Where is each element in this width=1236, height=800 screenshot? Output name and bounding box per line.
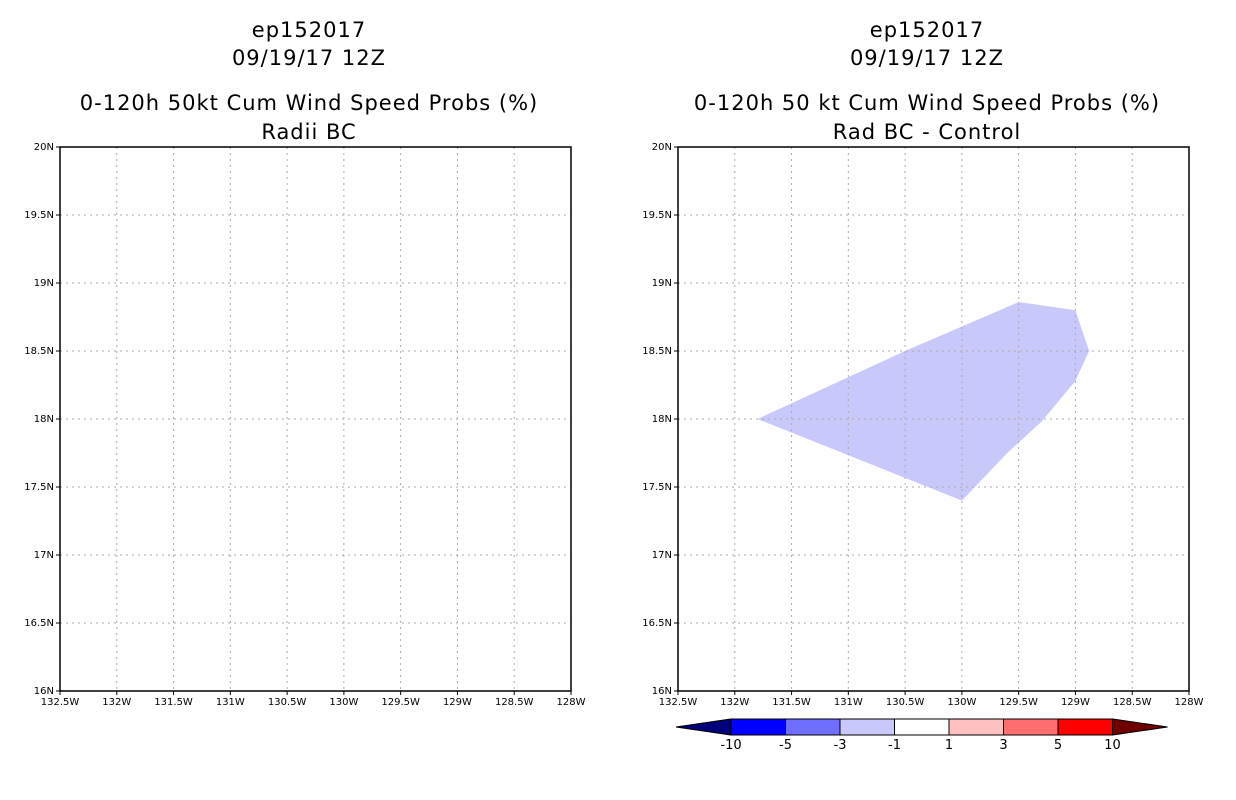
colorbar-label: -10 [720, 738, 741, 753]
left-x-tick-label: 130.5W [268, 697, 307, 708]
right-y-tick-label: 18.5N [642, 346, 672, 357]
right-subtitle: Rad BC - Control [832, 120, 1022, 144]
left-x-tick-label: 128W [557, 697, 586, 708]
colorbar-label: -1 [888, 738, 901, 753]
colorbar-label: 5 [1054, 738, 1062, 753]
right-title: 0-120h 50 kt Cum Wind Speed Probs (%) [693, 91, 1161, 115]
colorbar: -10 -5 -3 -1 1 3 5 10 [675, 718, 1168, 753]
colorbar-box [730, 718, 786, 736]
left-storm-id: ep152017 [251, 18, 367, 42]
colorbar-box [894, 718, 950, 736]
right-x-tick-label: 131.5W [772, 697, 811, 708]
right-x-tick-label: 131W [834, 697, 863, 708]
right-datetime: 09/19/17 12Z [849, 46, 1005, 70]
left-map-plot: 132.5W 132W 131.5W 131W 130.5W 130W 129.5W 129W… [24, 142, 586, 708]
left-y-tick-label: 16.5N [24, 618, 54, 629]
right-y-tick-label: 19.5N [642, 210, 672, 221]
right-x-tick-label: 132.5W [659, 697, 698, 708]
colorbar-label: 3 [999, 738, 1007, 753]
right-x-tick-label: 132W [720, 697, 749, 708]
right-storm-id: ep152017 [869, 18, 985, 42]
right-y-tick-label: 19N [652, 278, 672, 289]
right-x-tick-label: 128.5W [1113, 697, 1152, 708]
colorbar-box [948, 718, 1004, 736]
right-x-tick-label: 128W [1175, 697, 1204, 708]
probability-difference-region [757, 302, 1090, 501]
left-datetime: 09/19/17 12Z [231, 46, 387, 70]
colorbar-label: 1 [945, 738, 953, 753]
right-y-tick-label: 16.5N [642, 618, 672, 629]
right-x-tick-label: 130.5W [886, 697, 925, 708]
left-y-tick-label: 18.5N [24, 346, 54, 357]
left-subtitle: Radii BC [261, 120, 357, 144]
left-y-tick-label: 20N [34, 142, 54, 153]
left-x-tick-label: 129W [443, 697, 472, 708]
left-x-tick-label: 130W [329, 697, 358, 708]
left-x-tick-label: 131.5W [154, 697, 193, 708]
right-y-tick-label: 17N [652, 550, 672, 561]
right-map-panel: ep152017 09/19/17 12Z 0-120h 50 kt Cum W… [618, 0, 1236, 800]
colorbar-arrow-low [675, 718, 732, 736]
left-y-tick-label: 19.5N [24, 210, 54, 221]
colorbar-box [785, 718, 841, 736]
right-x-tick-label: 130W [947, 697, 976, 708]
left-x-tick-label: 128.5W [495, 697, 534, 708]
left-y-tick-label: 17.5N [24, 482, 54, 493]
colorbar-box [839, 718, 895, 736]
right-x-tick-label: 129.5W [999, 697, 1038, 708]
left-y-tick-label: 17N [34, 550, 54, 561]
left-y-tick-label: 19N [34, 278, 54, 289]
right-y-tick-label: 20N [652, 142, 672, 153]
left-title: 0-120h 50kt Cum Wind Speed Probs (%) [79, 91, 539, 115]
right-x-tick-label: 129W [1061, 697, 1090, 708]
colorbar-label: -3 [834, 738, 847, 753]
left-map-frame [59, 146, 572, 692]
right-y-tick-label: 18N [652, 414, 672, 425]
left-y-tick-label: 16N [34, 686, 54, 697]
right-map-plot: 132.5W 132W 131.5W 131W 130.5W 130W 129.5W 129W… [642, 142, 1204, 753]
colorbar-label: 10 [1104, 738, 1121, 753]
right-y-tick-label: 17.5N [642, 482, 672, 493]
colorbar-arrow-high [1112, 718, 1168, 736]
left-map-panel: ep152017 09/19/17 12Z 0-120h 50kt Cum Wi… [24, 18, 586, 708]
left-x-tick-label: 132W [102, 697, 131, 708]
colorbar-box [1003, 718, 1059, 736]
left-x-tick-label: 129.5W [381, 697, 420, 708]
right-y-tick-label: 16N [652, 686, 672, 697]
left-x-tick-label: 131W [216, 697, 245, 708]
colorbar-box [1057, 718, 1113, 736]
colorbar-label: -5 [779, 738, 792, 753]
left-x-tick-label: 132.5W [41, 697, 80, 708]
left-y-tick-label: 18N [34, 414, 54, 425]
